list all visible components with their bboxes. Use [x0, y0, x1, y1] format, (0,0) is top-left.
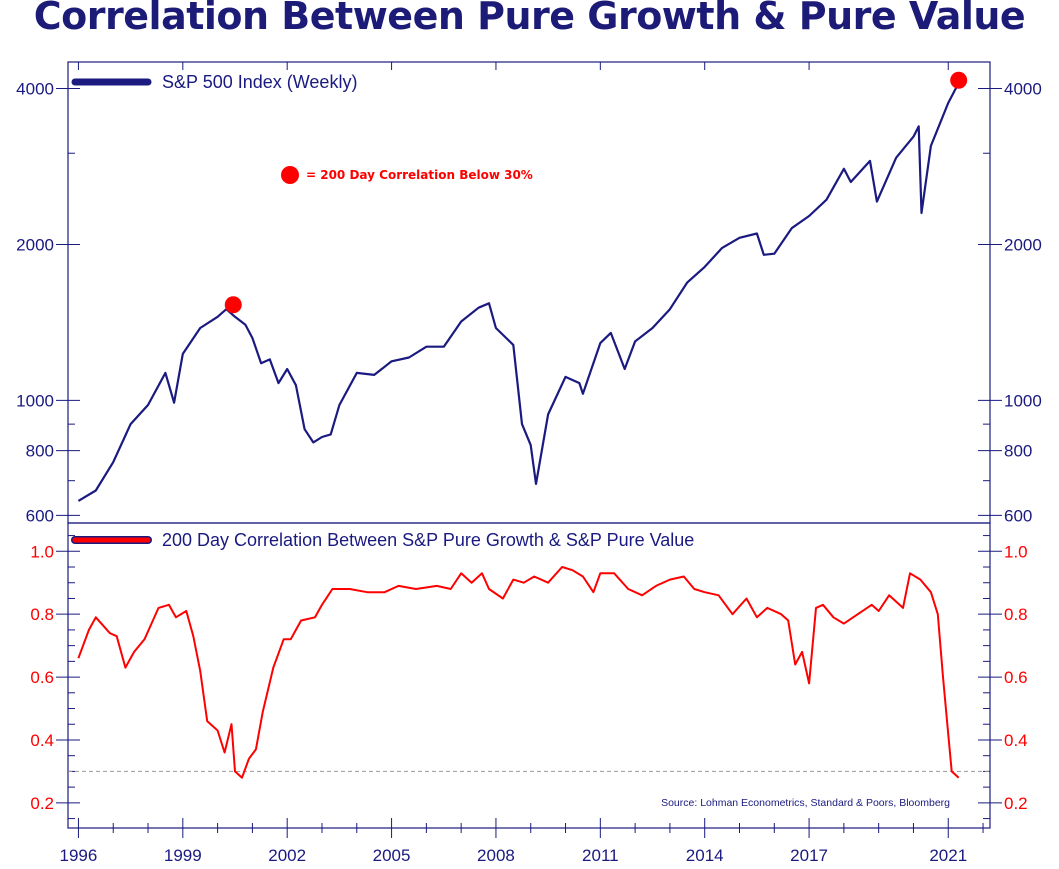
bottom-left-tick-label: 0.2: [30, 794, 54, 813]
x-tick-label: 2021: [929, 846, 967, 865]
annotation-label: = 200 Day Correlation Below 30%: [306, 168, 533, 182]
x-tick-label: 1999: [164, 846, 202, 865]
low-correlation-marker: [950, 71, 968, 89]
top-left-tick-label: 800: [26, 442, 54, 461]
bottom-right-tick-label: 1.0: [1004, 542, 1028, 561]
top-left-tick-label: 1000: [16, 391, 54, 410]
bottom-left-tick-label: 0.6: [30, 668, 54, 687]
bottom-left-tick-label: 1.0: [30, 542, 54, 561]
top-left-tick-label: 600: [26, 506, 54, 525]
top-left-tick-label: 4000: [16, 80, 54, 99]
x-axis: 1996 1999 2002 2005 2008 2011 2014 2017 2021: [60, 62, 984, 865]
low-correlation-marker: [224, 296, 242, 314]
bottom-left-tick-label: 0.4: [30, 731, 54, 750]
x-tick-label: 2002: [268, 846, 306, 865]
bottom-right-tick-label: 0.6: [1004, 668, 1028, 687]
bottom-legend-label: 200 Day Correlation Between S&P Pure Gro…: [162, 530, 694, 550]
x-tick-label: 2017: [790, 846, 828, 865]
source-note: Source: Lohman Econometrics, Standard & …: [661, 797, 950, 809]
x-tick-label: 2005: [373, 846, 411, 865]
bottom-panel: 0.2 0.2 0.4 0.4 0.6 0.6 0.8 0.8 1.0 1.0: [30, 522, 1028, 829]
overlay: S&P 500 Index (Weekly) 200 Day Correlatio…: [71, 71, 968, 809]
x-tick-label: 2011: [582, 846, 619, 865]
top-right-tick-label: 800: [1004, 442, 1032, 461]
annotation-marker-icon: [281, 166, 299, 184]
x-tick-label: 2014: [686, 846, 724, 865]
top-right-tick-label: 2000: [1004, 235, 1042, 254]
bottom-left-tick-label: 0.8: [30, 605, 54, 624]
top-right-tick-label: 1000: [1004, 391, 1042, 410]
top-left-tick-label: 2000: [16, 235, 54, 254]
sp500-series-line: [77, 82, 960, 502]
chart-title: Correlation Between Pure Growth & Pure V…: [33, 0, 1026, 38]
top-panel: 600 600 800 800 1000 1000 2000 2000 4000 4000: [16, 61, 1042, 525]
top-plot-frame: [67, 61, 991, 524]
x-tick-label: 2008: [477, 846, 515, 865]
top-right-tick-label: 4000: [1004, 80, 1042, 99]
bottom-plot-frame: [67, 522, 991, 829]
correlation-series-line: [77, 566, 960, 779]
bottom-right-tick-label: 0.2: [1004, 794, 1028, 813]
top-right-tick-label: 600: [1004, 506, 1032, 525]
bottom-right-tick-label: 0.8: [1004, 605, 1028, 624]
top-legend-label: S&P 500 Index (Weekly): [162, 72, 357, 92]
x-tick-label: 1996: [60, 846, 98, 865]
bottom-right-tick-label: 0.4: [1004, 731, 1028, 750]
